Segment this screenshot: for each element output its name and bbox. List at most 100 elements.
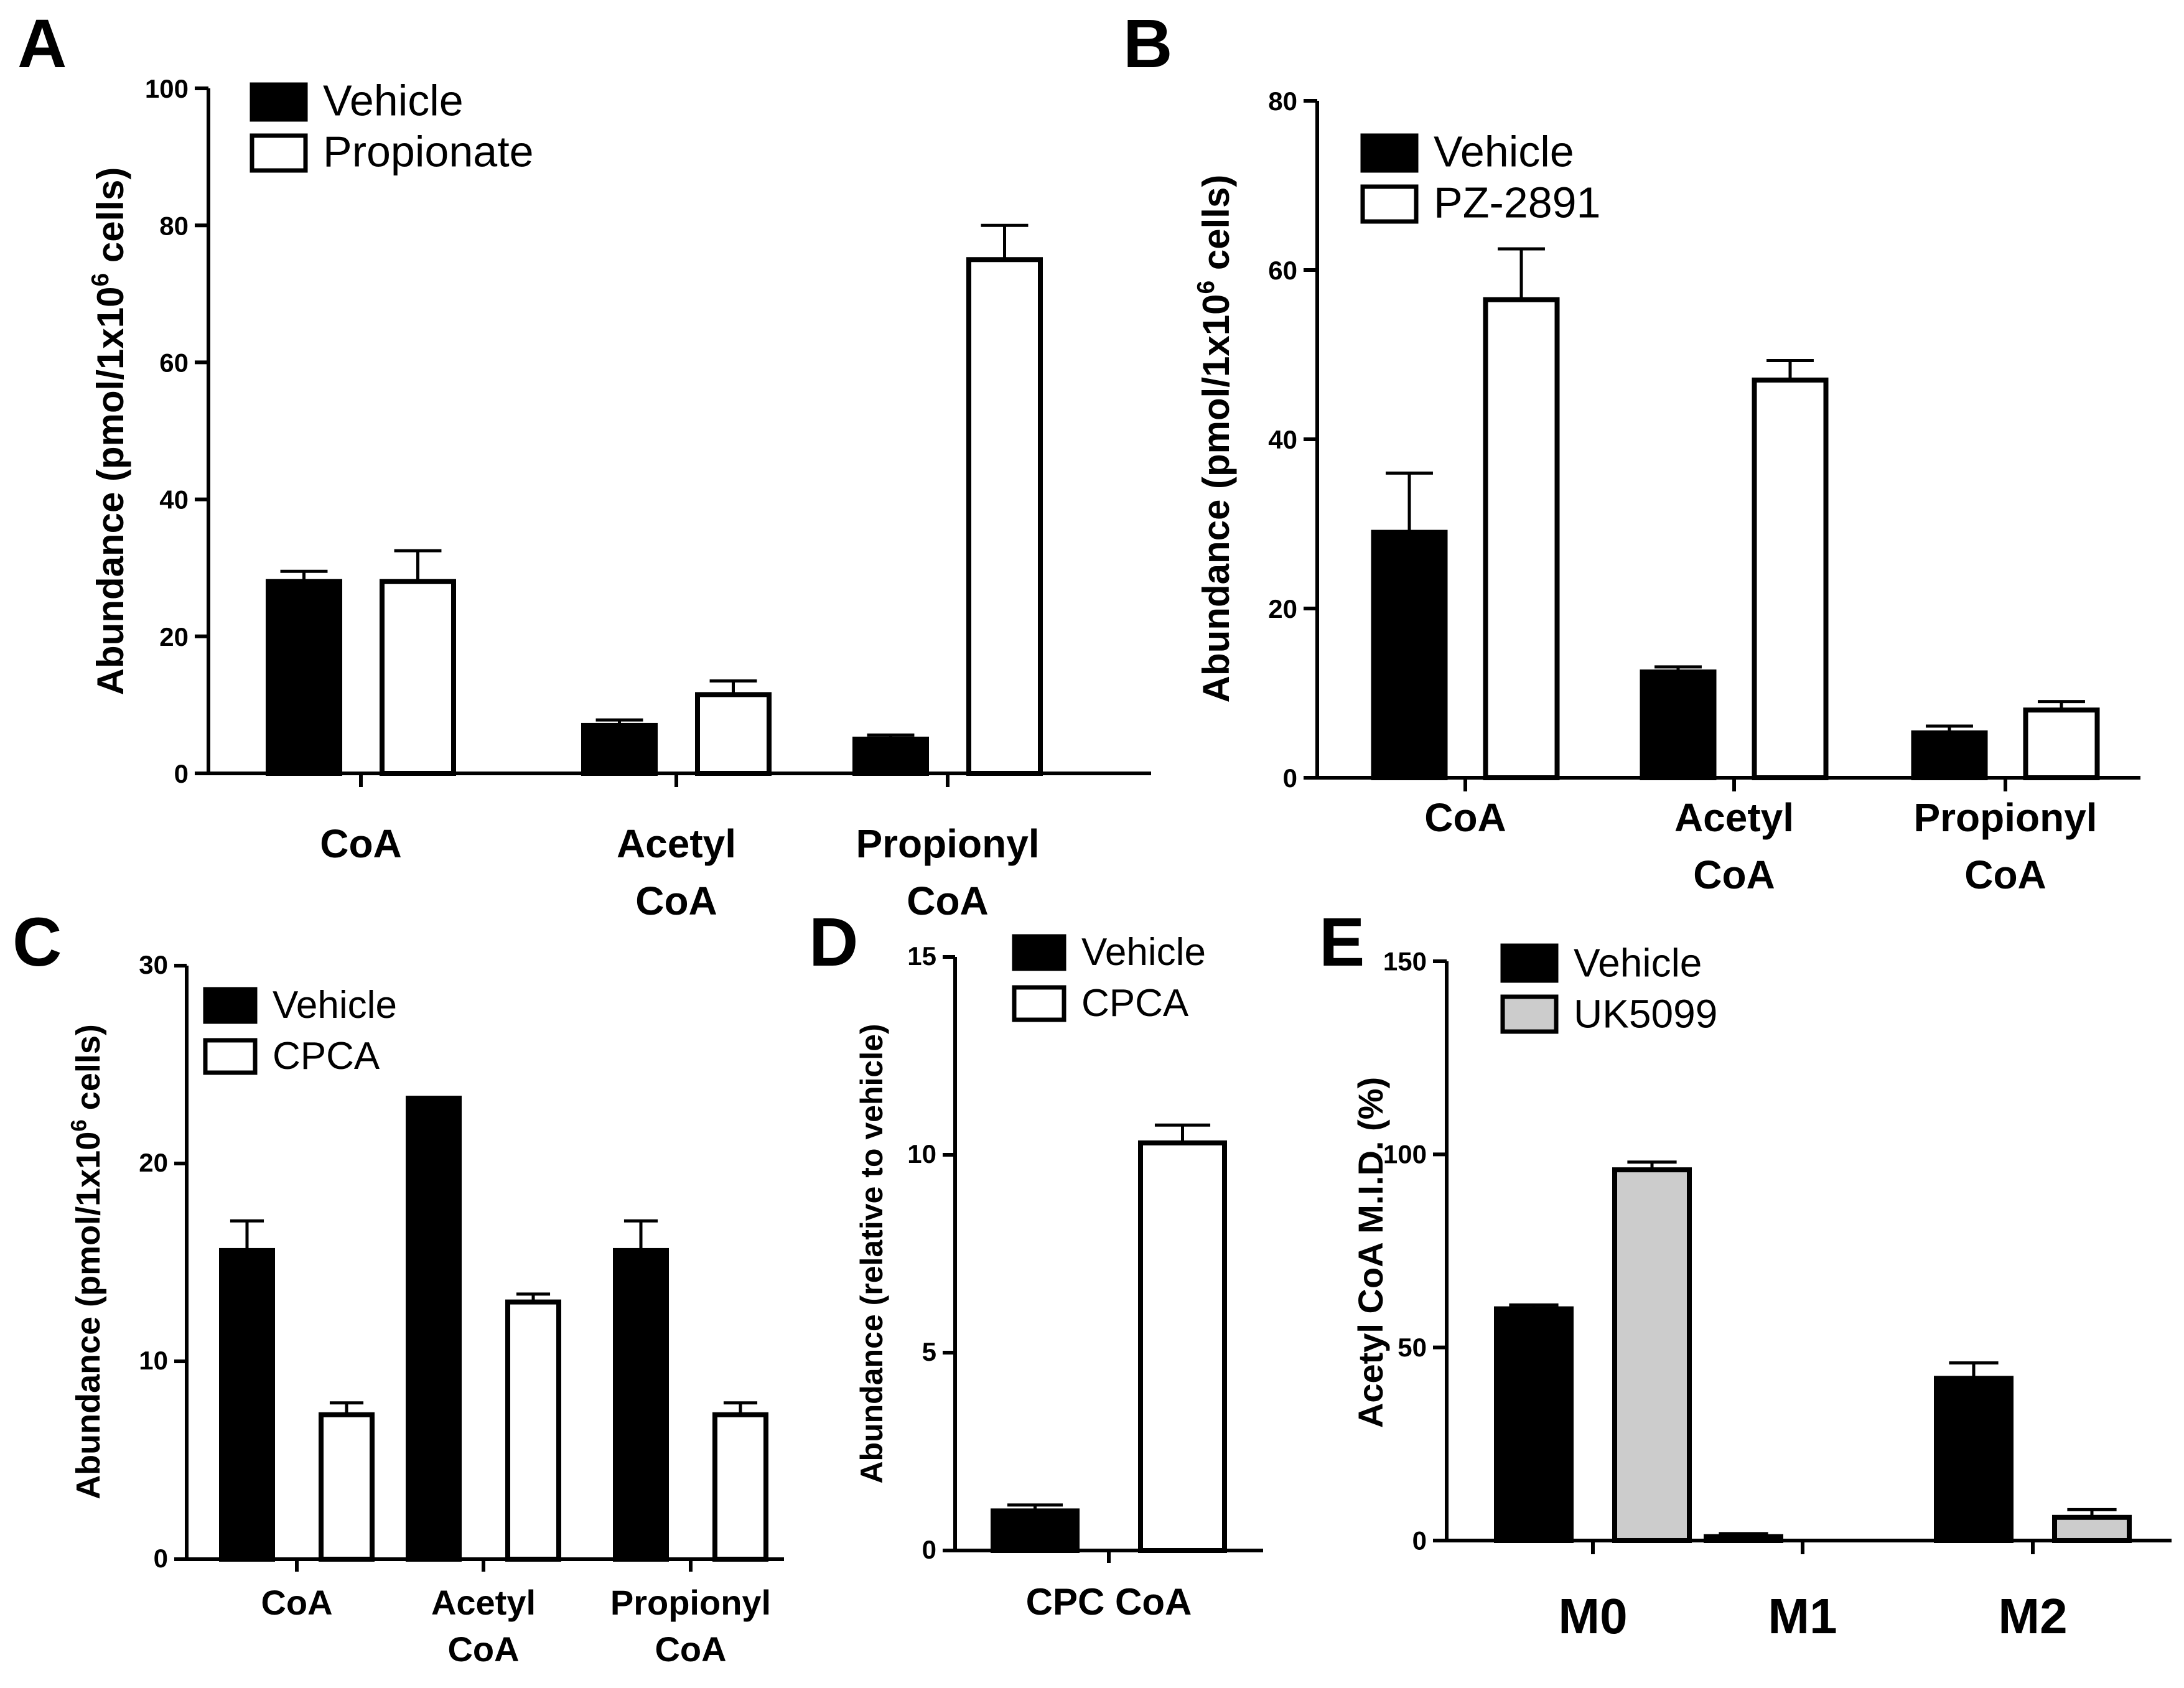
bar-cpca (505, 1299, 561, 1562)
bar-propionate (695, 692, 772, 776)
bar-uk5099 (2052, 1514, 2132, 1544)
y-tick-label: 40 (159, 485, 189, 515)
y-tick-label: 50 (1398, 1333, 1427, 1362)
y-axis-label: Acetyl CoA M.I.D. (%) (1351, 1077, 1390, 1428)
y-axis-label-superscript: 6 (67, 1119, 91, 1132)
legend-label: UK5099 (1574, 991, 1717, 1036)
panel-e: E 0 50 100 150 Acetyl CoA M.I.D. (%) M0 M1 M2 Veh… (1319, 904, 2172, 1644)
x-category-label: CoA (635, 879, 717, 923)
legend-swatch (1360, 133, 1419, 173)
y-tick-label: 10 (139, 1346, 168, 1375)
x-category-label: M0 (1558, 1588, 1627, 1644)
x-category-label: Propionyl (610, 1583, 771, 1622)
y-tick-label: 150 (1383, 946, 1427, 976)
legend-swatch (203, 1038, 258, 1075)
legend-swatch (1360, 184, 1419, 224)
panel-letter: E (1319, 904, 1365, 981)
y-axis-label-main: Abundance (relative to vehicle) (854, 1024, 889, 1483)
legend-swatch (250, 82, 308, 122)
legend-swatch (1500, 943, 1559, 983)
y-axis-label: Abundance (pmol/1x106 cells) (1193, 175, 1237, 703)
y-tick-label: 20 (139, 1148, 168, 1177)
legend-label: CPCA (273, 1035, 380, 1078)
bar-vehicle (266, 579, 342, 776)
bar-cpca (1138, 1140, 1227, 1554)
x-category-label: Propionyl (1913, 795, 2097, 840)
y-tick-label: 100 (145, 74, 189, 103)
bar-vehicle (613, 1247, 669, 1562)
bar-vehicle (1494, 1306, 1574, 1544)
bar-vehicle (1371, 529, 1448, 780)
legend-swatch (203, 987, 258, 1024)
x-category-label: Propionyl (856, 821, 1039, 866)
y-axis-label-main: Abundance (pmol/1x10 (1195, 294, 1237, 703)
x-category-label: M1 (1768, 1588, 1837, 1644)
bar-vehicle (1640, 669, 1717, 780)
y-tick-label: 20 (159, 622, 189, 651)
x-category-label: CoA (907, 879, 989, 923)
y-tick-label: 0 (154, 1544, 168, 1573)
y-axis-label-main: Acetyl CoA M.I.D. (%) (1351, 1077, 1390, 1428)
bar-propionate (966, 257, 1043, 776)
bar-vehicle (1704, 1534, 1783, 1543)
panel-letter: B (1123, 6, 1172, 82)
y-axis-label-tail: cells) (70, 1024, 107, 1119)
x-category-label: Acetyl (1674, 795, 1794, 840)
y-axis-label-main: Abundance (pmol/1x10 (70, 1132, 107, 1499)
y-axis-label: Abundance (pmol/1x106 cells) (67, 1024, 107, 1499)
y-axis-label-tail: cells) (90, 167, 131, 273)
y-tick-label: 60 (159, 348, 189, 378)
y-axis-label-tail: cells) (1195, 175, 1237, 281)
legend-label: Vehicle (1434, 127, 1574, 175)
x-category-label: M2 (1998, 1588, 2067, 1644)
y-tick-label: 10 (907, 1139, 936, 1168)
y-tick-label: 0 (174, 759, 189, 788)
panel-c: C 0 10 20 30 Abundance (pmol/1x106 cells) CoA A… (12, 904, 784, 1669)
y-tick-label: 20 (1268, 594, 1297, 623)
legend-swatch (1012, 985, 1066, 1022)
bar-vehicle (1911, 730, 1988, 781)
y-tick-label: 30 (139, 950, 168, 979)
panel-b: B 0 20 40 60 80 Abundance (pmol/1x106 cells) Co… (1123, 6, 2140, 897)
legend-label: PZ-2891 (1434, 178, 1600, 226)
y-tick-label: 60 (1268, 256, 1297, 285)
y-tick-label: 80 (159, 211, 189, 240)
panel-letter: C (12, 904, 62, 981)
panel-a: A 0 20 40 60 80 100 Abundance (pmol/1x106 cells… (17, 6, 1151, 923)
y-tick-label: 40 (1268, 425, 1297, 454)
panel-d: D 0 5 10 15 Abundance (relative to vehicle) CP… (809, 904, 1263, 1623)
panel-letter: D (809, 904, 858, 981)
legend-label: Vehicle (323, 76, 464, 124)
legend-label: Vehicle (1574, 940, 1702, 985)
legend-swatch (1012, 934, 1066, 971)
bar-pz-2891 (1752, 377, 1829, 780)
x-category-label: CoA (320, 821, 402, 866)
x-category-label: CoA (1964, 852, 2046, 897)
bar-vehicle (991, 1508, 1080, 1553)
legend-label: Propionate (323, 127, 534, 175)
bar-vehicle (219, 1247, 275, 1562)
bar-cpca (319, 1412, 375, 1562)
bar-vehicle (581, 722, 658, 776)
x-category-label: Acetyl (617, 821, 736, 866)
y-axis-label: Abundance (pmol/1x106 cells) (87, 167, 131, 696)
x-category-label: CoA (1424, 795, 1506, 840)
x-category-label: Acetyl (431, 1583, 536, 1622)
y-tick-label: 15 (907, 941, 936, 971)
x-category-label: CoA (1693, 852, 1775, 897)
bar-cpca (712, 1412, 768, 1562)
bar-vehicle (406, 1096, 462, 1562)
x-category-label: CoA (447, 1630, 519, 1669)
y-tick-label: 100 (1383, 1140, 1427, 1169)
y-tick-label: 5 (922, 1337, 936, 1366)
legend-label: CPCA (1081, 982, 1189, 1025)
y-tick-label: 0 (922, 1535, 936, 1564)
bar-pz-2891 (2023, 707, 2100, 780)
y-tick-label: 0 (1283, 763, 1297, 793)
x-category-label: CPC CoA (1026, 1581, 1192, 1623)
legend-swatch (250, 133, 308, 173)
bar-vehicle (852, 736, 929, 776)
y-tick-label: 80 (1268, 86, 1297, 116)
legend-swatch (1500, 994, 1559, 1034)
bar-propionate (380, 579, 456, 776)
